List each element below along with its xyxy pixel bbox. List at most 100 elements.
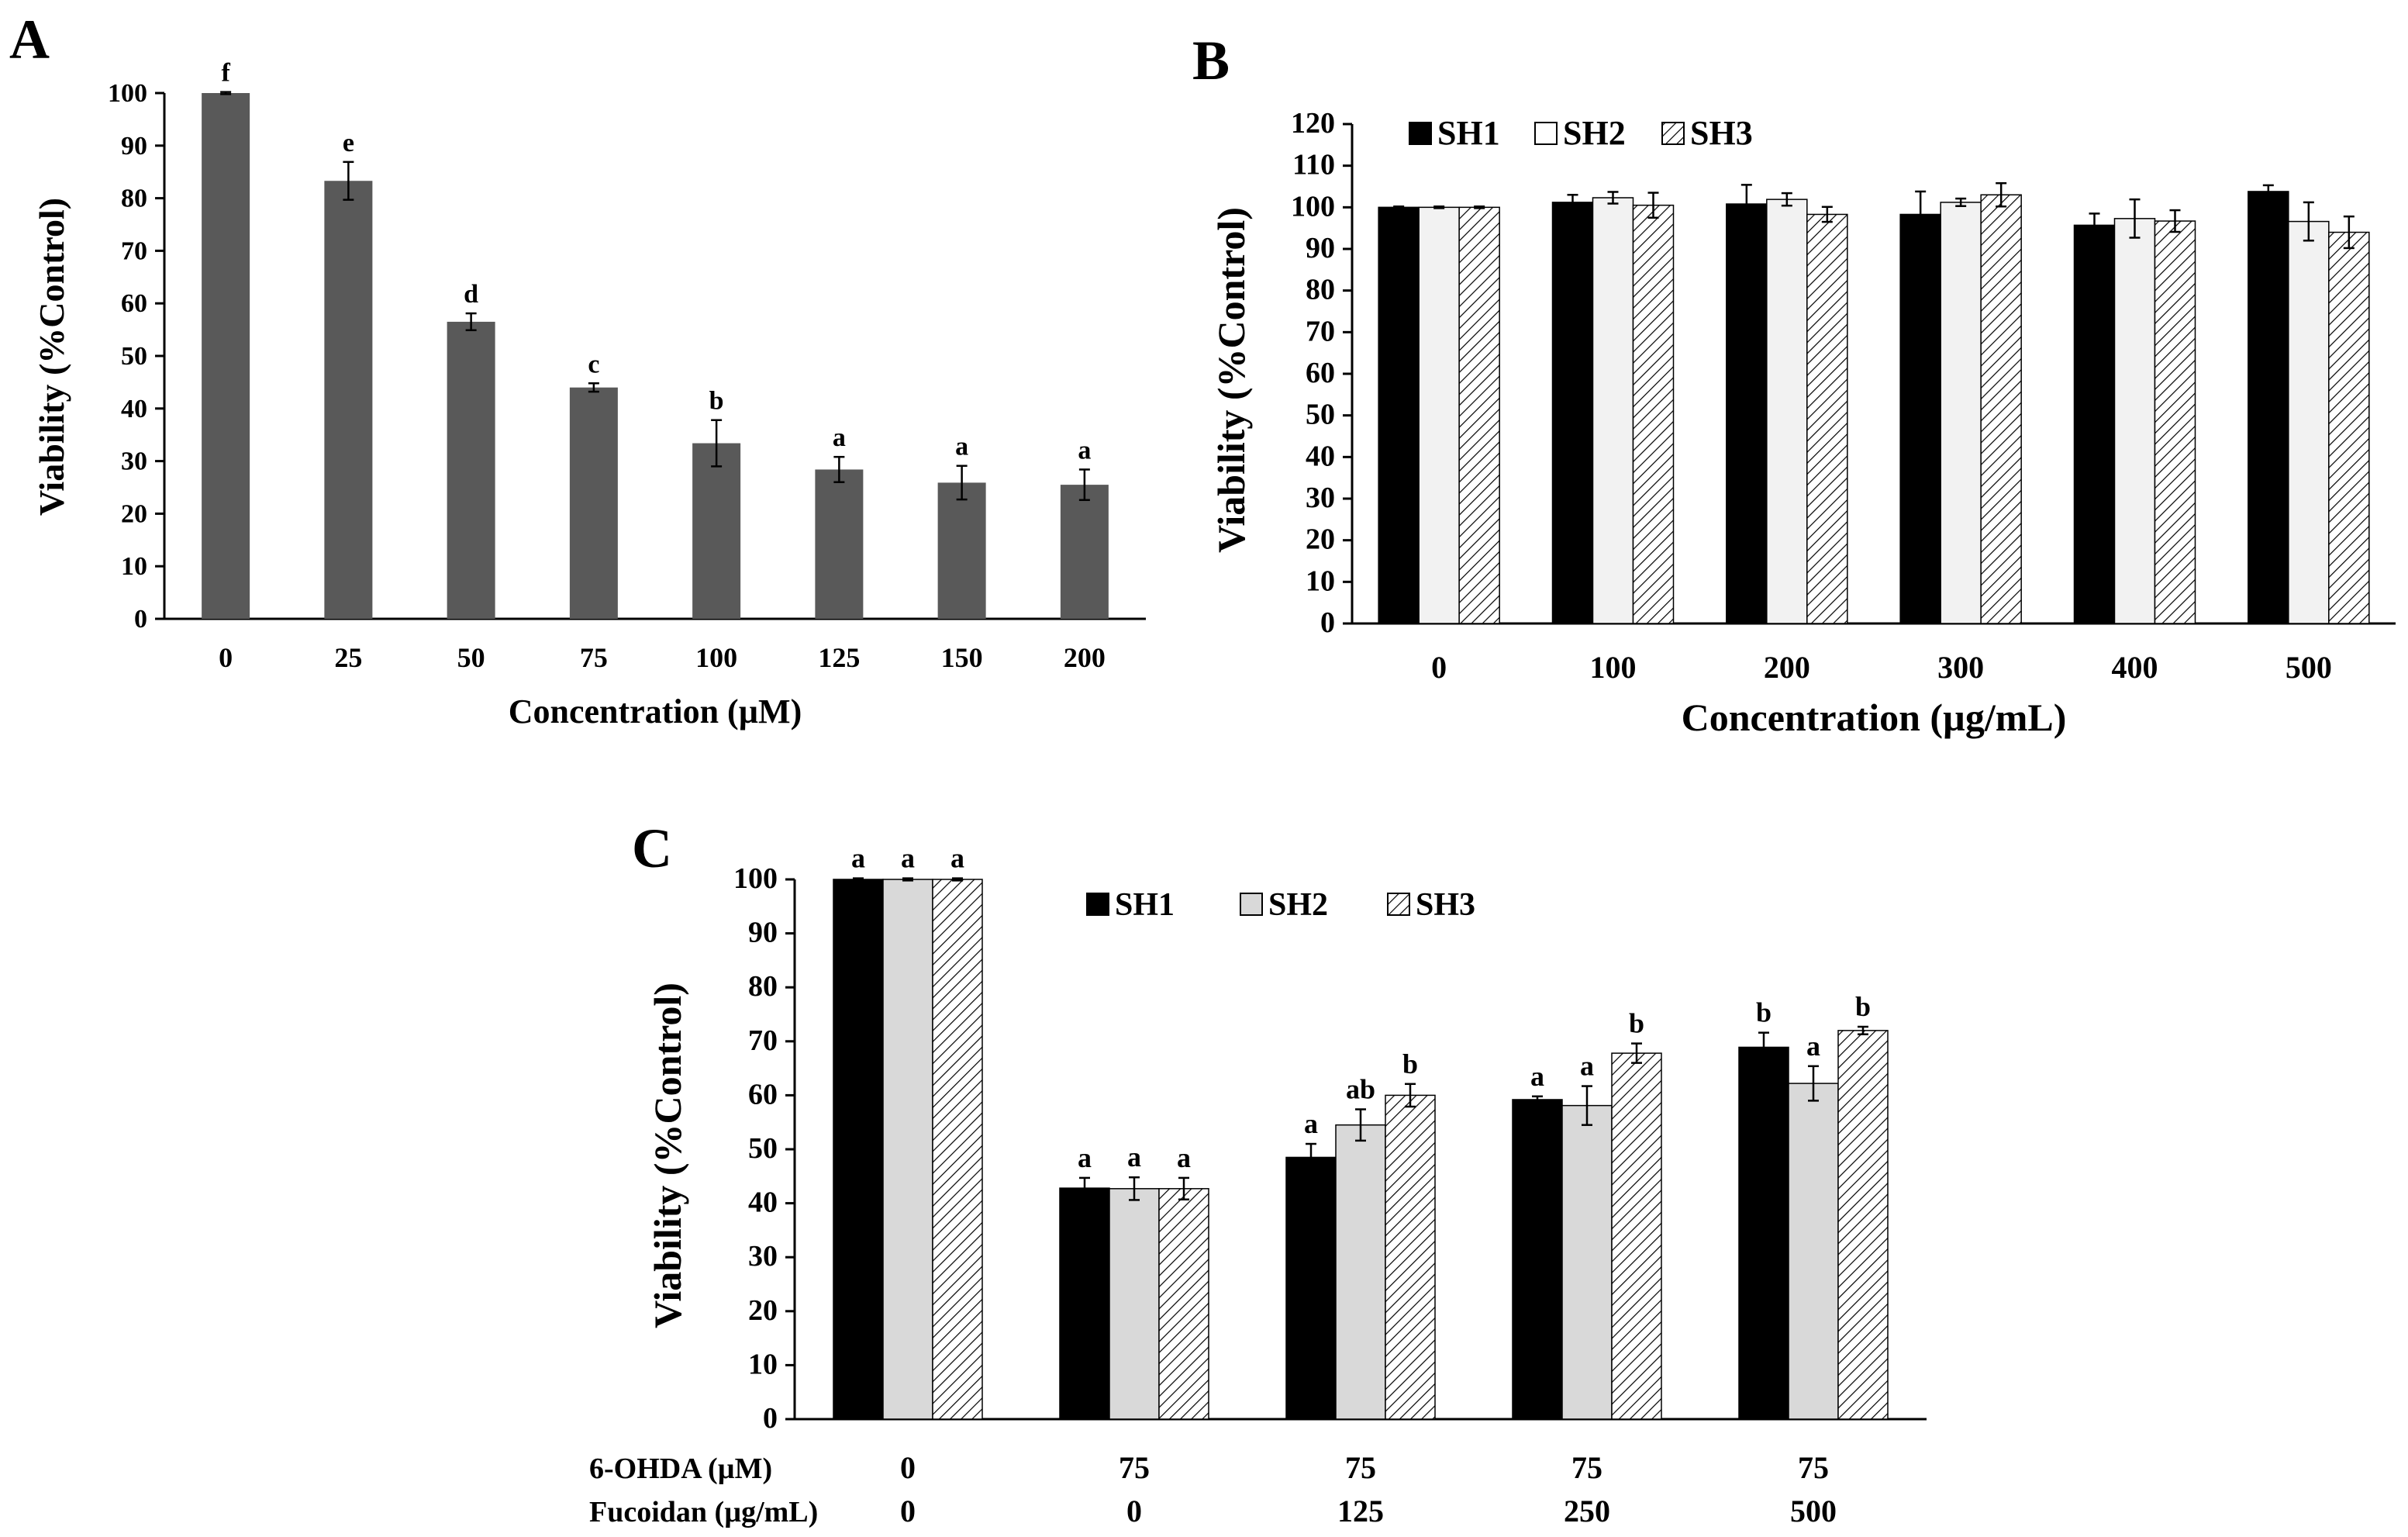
y-tick-label: 0: [134, 605, 147, 634]
significance-letter: a: [1530, 1061, 1544, 1092]
y-tick-label: 50: [121, 342, 147, 371]
legend-label: SH3: [1690, 114, 1753, 152]
bar-sh1: [1512, 1099, 1563, 1420]
bar-sh2: [1788, 1083, 1839, 1420]
bar-sh3: [1158, 1188, 1209, 1420]
bar: [569, 387, 618, 619]
x-tick-label-fucoidan: 250: [1564, 1494, 1610, 1528]
x-tick-label: 100: [695, 642, 737, 673]
bar: [202, 93, 250, 619]
legend-label: SH2: [1563, 114, 1626, 152]
bar-sh3: [1611, 1052, 1662, 1420]
y-tick-label: 20: [748, 1294, 778, 1327]
significance-letter: a: [1580, 1051, 1594, 1082]
y-tick-label: 10: [121, 552, 147, 581]
x-tick-label-6ohda: 75: [1119, 1450, 1150, 1485]
bar-sh1: [1899, 213, 1941, 624]
legend-label: SH1: [1115, 887, 1175, 923]
panel-label: A: [9, 9, 50, 71]
x-tick-label-6ohda: 75: [1798, 1450, 1829, 1485]
bar-sh1: [1059, 1187, 1110, 1420]
legend-swatch-sh3: [1387, 893, 1410, 916]
panel-b: B 0 10 20 30 40 50 60 70 80 90 100 110 120 0 100 200 300 4…: [1192, 29, 2396, 739]
bar: [1060, 485, 1109, 619]
bar-sh2: [1592, 197, 1634, 624]
significance-letter: c: [588, 350, 599, 378]
y-tick-label: 30: [121, 447, 147, 476]
x-tick-label-fucoidan: 0: [1126, 1494, 1142, 1528]
bar-sh1: [1551, 202, 1594, 624]
y-tick-label: 70: [121, 237, 147, 265]
significance-letter: a: [1806, 1031, 1820, 1062]
x-tick-label: 125: [818, 642, 860, 673]
x-tick-label: 400: [2112, 650, 2158, 685]
y-tick-label: 10: [1306, 565, 1335, 597]
legend-swatch-sh2: [1240, 893, 1263, 916]
y-tick-label: 50: [1306, 399, 1335, 431]
significance-letter: a: [1127, 1142, 1141, 1173]
y-tick-label: 40: [748, 1186, 778, 1219]
x-tick-label: 200: [1064, 642, 1106, 673]
y-tick-label: 90: [121, 132, 147, 161]
significance-letter: a: [1078, 436, 1091, 465]
panel-a: A 0 10 20 30 40 50 60 70 80 90 100 f 0 e 25 d 50 c 75 b 100 a 1…: [9, 9, 1146, 731]
x-tick-label: 0: [1431, 650, 1447, 685]
significance-letter: b: [1855, 991, 1871, 1022]
significance-letter: ab: [1346, 1073, 1375, 1104]
bar-sh1: [2073, 224, 2116, 624]
y-tick-label: 40: [121, 395, 147, 423]
significance-letter: a: [1078, 1142, 1092, 1173]
x-tick-label: 500: [2286, 650, 2332, 685]
bar-sh3: [1980, 194, 2022, 624]
y-tick-label: 90: [1306, 232, 1335, 264]
bar-sh2: [2288, 220, 2330, 624]
x-tick-label-fucoidan: 0: [900, 1494, 916, 1528]
y-tick-label: 0: [763, 1402, 778, 1435]
bar-sh3: [1806, 213, 1848, 624]
bar-sh2: [1561, 1104, 1613, 1420]
legend-swatch-sh1: [1409, 122, 1432, 145]
legend-label: SH1: [1437, 114, 1500, 152]
row-label-6ohda: 6-OHDA (µM): [589, 1452, 772, 1485]
y-tick-label: 80: [748, 970, 778, 1003]
significance-letter: e: [343, 129, 354, 157]
y-tick-label: 30: [748, 1240, 778, 1273]
bar-sh3: [1632, 204, 1675, 624]
significance-letter: a: [851, 843, 865, 874]
legend-swatch-sh3: [1661, 122, 1685, 145]
significance-letter: b: [1756, 997, 1772, 1028]
legend-label: SH2: [1268, 887, 1328, 923]
y-tick-label: 100: [733, 862, 778, 895]
x-tick-label-fucoidan: 125: [1337, 1494, 1384, 1528]
y-tick-label: 70: [1306, 315, 1335, 347]
y-axis-title: Viability (%Control): [646, 983, 689, 1328]
y-tick-label: 110: [1292, 149, 1335, 181]
significance-letter: d: [464, 280, 478, 309]
bar-sh2: [1418, 206, 1460, 624]
y-axis-title: Viability (%Control): [1209, 207, 1253, 553]
x-tick-label-6ohda: 75: [1345, 1450, 1376, 1485]
legend-swatch-sh2: [1534, 122, 1558, 145]
y-tick-label: 30: [1306, 482, 1335, 514]
x-tick-label: 25: [334, 642, 362, 673]
bar-sh1: [833, 879, 884, 1420]
bar-sh2: [1335, 1124, 1386, 1420]
bar-sh2: [1940, 202, 1982, 624]
significance-letter: f: [221, 59, 230, 88]
legend-swatch-sh1: [1086, 893, 1109, 916]
y-tick-label: 60: [121, 289, 147, 318]
significance-letter: b: [1629, 1008, 1644, 1039]
x-tick-label: 50: [457, 642, 485, 673]
row-label-fucoidan: Fucoidan (µg/mL): [589, 1496, 818, 1528]
y-tick-label: 0: [1320, 606, 1335, 639]
bar-sh3: [1458, 206, 1500, 624]
y-tick-label: 20: [1306, 523, 1335, 556]
bar: [324, 181, 373, 619]
y-tick-label: 50: [748, 1132, 778, 1165]
bar-sh2: [882, 879, 933, 1420]
bar-sh2: [1766, 199, 1808, 624]
panel-label: B: [1192, 29, 1230, 92]
x-tick-label: 100: [1590, 650, 1637, 685]
